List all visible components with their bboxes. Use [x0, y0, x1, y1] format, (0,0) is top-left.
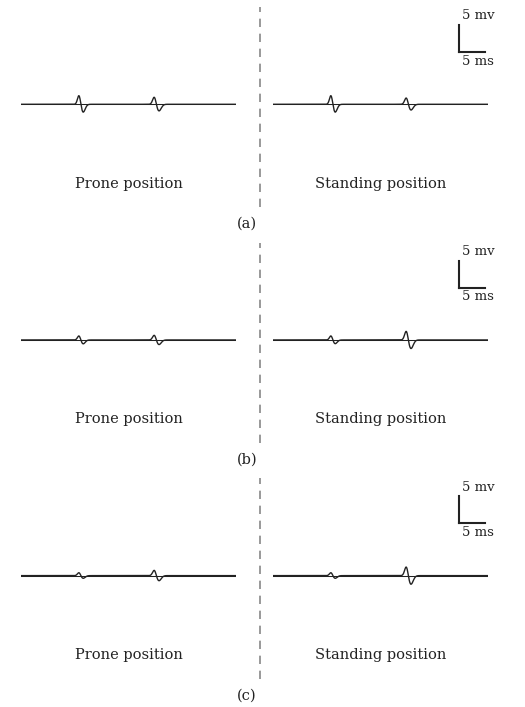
Text: Standing position: Standing position: [315, 412, 446, 426]
Text: Standing position: Standing position: [315, 177, 446, 191]
Text: (b): (b): [236, 452, 257, 467]
Text: 5 ms: 5 ms: [462, 526, 494, 539]
Text: Prone position: Prone position: [75, 648, 183, 662]
Text: 5 ms: 5 ms: [462, 54, 494, 68]
Text: 5 ms: 5 ms: [462, 291, 494, 303]
Text: 5 mv: 5 mv: [462, 245, 495, 258]
Text: Prone position: Prone position: [75, 412, 183, 426]
Text: Standing position: Standing position: [315, 648, 446, 662]
Text: 5 mv: 5 mv: [462, 9, 495, 23]
Text: (a): (a): [237, 217, 257, 231]
Text: 5 mv: 5 mv: [462, 481, 495, 493]
Text: (c): (c): [237, 688, 257, 702]
Text: Prone position: Prone position: [75, 177, 183, 191]
